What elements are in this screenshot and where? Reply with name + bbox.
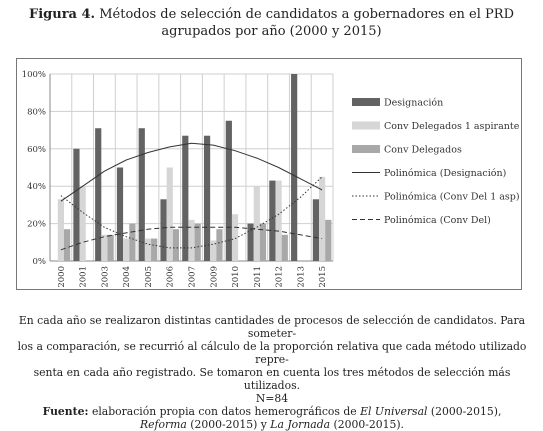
x-tick-label: 2010 [231,266,241,288]
figure-title-line1: Métodos de selección de candidatos a gob… [99,7,514,22]
y-tick-label: 100% [22,70,46,80]
legend-label: Polinómica (Conv Del 1 asp) [384,192,520,203]
legend-label: Polinómica (Designación) [384,168,506,179]
bar [203,135,211,261]
bar [281,234,288,261]
bar [216,229,223,261]
bar [325,219,332,261]
y-tick-label: 20% [27,220,46,230]
x-tick-label: 2000 [57,266,67,288]
bar [269,180,276,261]
bar [116,167,124,261]
bar [63,229,71,261]
bar [107,234,114,261]
figure-title-line2: agrupados por año (2000 y 2015) [161,24,382,39]
bar [95,128,102,261]
bar [138,128,145,261]
trendline [60,176,323,249]
bar [160,199,167,261]
source-pub-reforma: Reforma [140,418,187,431]
figure-caption: En cada año se realizaron distintas cant… [14,314,530,431]
x-tick-label: 2003 [100,266,110,288]
y-tick-label: 40% [27,182,46,192]
x-tick-label: 2012 [275,266,285,288]
bar [275,180,282,261]
legend-label: Conv Delegados [384,145,462,156]
trendline [60,226,323,251]
bar [188,219,195,261]
source-pub-la-jornada: La Jornada [270,418,331,431]
legend-label: Polinómica (Conv Del) [384,215,491,226]
bar [291,74,298,261]
bar [231,214,239,261]
bar [123,238,130,261]
caption-note-line1: En cada año se realizaron distintas cant… [18,314,526,340]
caption-n: N=84 [255,392,289,405]
bar [247,223,254,261]
bar [151,238,158,261]
y-tick-label: 60% [27,145,46,155]
bar [210,240,217,261]
bar [194,223,201,261]
bar [253,186,260,261]
x-tick-label: 2004 [122,266,132,288]
caption-note-line3: senta en cada año registrado. Se tomaron… [33,366,511,392]
bar [259,223,267,261]
bar [319,176,326,261]
caption-note-line2: los a comparación, se recurrió al cálcul… [17,340,527,366]
figure-label: Figura 4. [29,7,96,22]
legend-swatch [352,145,380,153]
x-tick-label: 2005 [144,266,154,288]
y-tick-label: 80% [27,107,46,117]
bar [166,167,173,261]
x-tick-label: 2015 [318,266,328,288]
x-tick-label: 2009 [209,266,219,288]
x-tick-label: 2013 [296,266,306,288]
source-years-2: (2000-2015) y [190,418,267,431]
legend-label: Conv Delegados 1 aspirante [384,121,520,132]
legend-swatch [352,98,380,106]
legend-swatch [352,121,380,130]
bar [225,120,232,261]
x-tick-label: 2001 [79,266,89,288]
bar [57,199,64,261]
source-years-3: (2000-2015). [333,418,404,431]
bar [79,186,86,261]
x-tick-label: 2007 [188,266,198,288]
bar [129,223,136,261]
x-tick-label: 2006 [166,266,176,288]
trendline [60,142,323,202]
chart-frame [16,58,522,290]
bar [312,199,320,261]
bar [172,229,180,261]
figure-title: Figura 4. Métodos de selección de candid… [0,6,543,40]
bar [101,234,108,261]
bar [144,238,152,261]
caption-source-line2: Reforma (2000-2015) y La Jornada (2000-2… [14,418,530,431]
legend-label: Designación [384,98,443,109]
chart: 0% 20% 40% 60% 80% 100% 2000 2001 2003 2004 2005 20… [22,70,520,288]
y-tick-label: 0% [33,257,47,267]
bar [73,148,80,261]
bar [182,135,189,261]
x-tick-label: 2011 [253,266,263,288]
